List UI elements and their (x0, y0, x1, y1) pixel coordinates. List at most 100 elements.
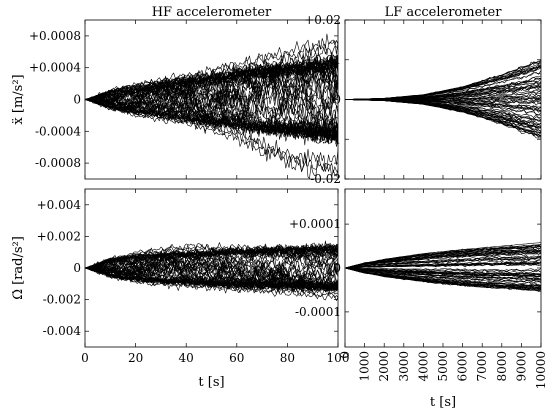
trace-outlier (85, 33, 338, 100)
trace (345, 99, 541, 127)
trace-outlier (85, 99, 338, 179)
ticks: 0 1000 2000 3000 4000 5000 6000 7000 8000 9000 100… (289, 189, 548, 389)
ticks: +0.02 +0.01 0 -0.01 -0.02 (304, 13, 542, 186)
trace (85, 84, 338, 142)
y-tick-label: -0.01 (310, 132, 341, 146)
panel-title: LF accelerometer (385, 5, 503, 20)
trace (345, 267, 541, 287)
trace (345, 267, 541, 283)
x-axis-label: t [s] (430, 395, 456, 410)
trace (345, 257, 541, 269)
y-axis-label: Ω̇ [rad/s²] (11, 236, 26, 300)
x-tick-label: 80 (280, 351, 295, 365)
trace-outlier (345, 267, 541, 288)
y-tick-label: -0.0004 (35, 124, 81, 138)
plot-frame (344, 188, 542, 348)
y-tick-label: 0 (333, 93, 341, 107)
x-tick-label: 5000 (436, 351, 450, 382)
plot-frame (84, 188, 339, 348)
trace (345, 267, 541, 275)
ticks: +0.0008 +0.0004 0 -0.0004 -0.0008 (29, 20, 339, 179)
y-tick-label: +0.0008 (29, 29, 81, 43)
trace (345, 267, 541, 287)
panel-hf-gyro: Ω̇ [rad/s²] t [s] 0 20 40 60 80 100 +0.004 +0.0… (11, 188, 350, 390)
trace-outlier (345, 244, 541, 269)
y-tick-label: +0.01 (304, 53, 341, 67)
trace-outlier (345, 99, 541, 134)
trace-outlier (345, 267, 541, 287)
trace (345, 260, 541, 269)
trace (345, 252, 541, 269)
y-tick-label: -0.0001 (295, 305, 341, 319)
trace (85, 99, 338, 146)
trace (85, 248, 338, 285)
trace (85, 56, 338, 102)
x-tick-label: 2000 (377, 351, 391, 382)
trace (345, 263, 541, 269)
x-tick-label: 6000 (456, 351, 470, 382)
y-tick-label: +0.0001 (289, 217, 341, 231)
trace (345, 94, 541, 100)
trace (345, 267, 541, 277)
traces (345, 242, 541, 292)
x-tick-label: 100 (327, 351, 350, 365)
trace-outlier (345, 246, 541, 269)
x-tick-label: 8000 (495, 351, 509, 382)
y-tick-label: -0.004 (43, 324, 82, 338)
x-tick-label: 1000 (358, 351, 372, 382)
trace-outlier (345, 267, 541, 290)
panel-lf-accelerometer: LF accelerometer +0.02 +0.01 0 -0.01 -0.02 (304, 5, 542, 186)
trace (85, 56, 338, 118)
trace (85, 55, 338, 109)
y-tick-label: 0 (73, 261, 81, 275)
trace (345, 267, 541, 281)
trace (85, 266, 338, 292)
y-tick-label: +0.002 (37, 229, 81, 243)
trace (85, 250, 338, 287)
y-tick-label: +0.004 (37, 198, 82, 212)
x-tick-label: 10000 (534, 351, 548, 389)
trace-outlier (345, 242, 541, 269)
trace (345, 61, 541, 100)
trace (85, 267, 338, 293)
trace-outlier (85, 244, 338, 269)
x-tick-label: 0 (338, 351, 352, 359)
y-axis-label: ẍ [m/s²] (11, 74, 26, 124)
x-axis-label: t [s] (198, 375, 224, 390)
trace (85, 74, 338, 130)
y-tick-label: -0.0008 (35, 156, 81, 170)
trace-outlier (85, 267, 338, 296)
trace (85, 248, 338, 279)
trace (345, 256, 541, 269)
x-tick-label: 7000 (475, 351, 489, 382)
x-tick-label: 60 (229, 351, 244, 365)
trace-outlier (345, 63, 541, 100)
x-tick-label: 40 (179, 351, 194, 365)
panel-title: HF accelerometer (152, 5, 272, 20)
trace-outlier (85, 267, 338, 299)
trace (85, 56, 338, 103)
trace-outlier (85, 99, 338, 174)
x-tick-label: 9000 (514, 351, 528, 382)
trace (345, 267, 541, 273)
traces (345, 59, 541, 139)
x-tick-label: 0 (81, 351, 89, 365)
panel-hf-accelerometer: HF accelerometer ẍ [m/s²] +0.0008 +0.0004… (11, 5, 339, 180)
x-tick-label: 3000 (397, 351, 411, 382)
trace-outlier (345, 60, 541, 100)
y-tick-label: -0.002 (43, 293, 81, 307)
y-tick-label: -0.02 (310, 172, 341, 186)
plot-frame (344, 19, 542, 180)
trace (345, 267, 541, 272)
trace-outlier (85, 99, 338, 169)
panel-lf-gyro: t [s] 0 1000 2000 3000 4000 5000 6000 7000 8000 9… (289, 188, 548, 410)
traces (85, 33, 338, 179)
trace (345, 60, 541, 100)
trace-outlier (85, 267, 338, 302)
plot-frame (84, 19, 339, 180)
trace-outlier (85, 243, 338, 269)
x-tick-label: 20 (128, 351, 143, 365)
trace (345, 99, 541, 118)
traces (85, 240, 338, 302)
